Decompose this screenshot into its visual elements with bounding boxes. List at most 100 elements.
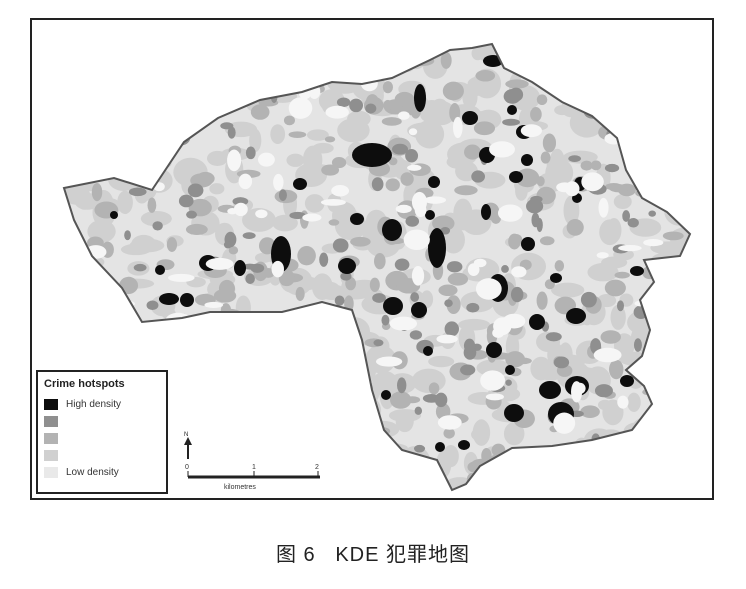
low-density-patch [270, 49, 284, 75]
medium-low-density-patch [481, 469, 498, 482]
low-density-patch [501, 48, 517, 65]
low-density-patch [278, 376, 310, 396]
high-density-hotspot [481, 204, 491, 220]
medium-density-patch [553, 84, 561, 96]
low-density-patch [117, 190, 133, 215]
no-density-gap [331, 185, 350, 197]
medium-low-density-patch [442, 81, 464, 101]
low-density-patch [351, 474, 386, 488]
medium-low-density-patch [96, 121, 111, 140]
no-density-gap [336, 395, 363, 406]
medium-density-patch [238, 355, 255, 368]
medium-low-density-patch [88, 266, 102, 277]
low-density-patch [239, 312, 265, 333]
high-density-hotspot [155, 265, 165, 275]
no-density-gap [556, 182, 574, 193]
high-density-hotspot [521, 154, 533, 166]
medium-density-patch [371, 177, 384, 192]
low-density-patch [273, 346, 299, 373]
high-density-hotspot [507, 105, 517, 115]
high-density-hotspot [352, 143, 392, 167]
low-density-patch [337, 118, 370, 143]
no-density-gap [172, 106, 201, 122]
low-density-patch [289, 359, 313, 386]
high-density-hotspot [566, 308, 586, 324]
medium-low-density-patch [356, 410, 366, 417]
medium-low-density-patch [385, 178, 400, 192]
medium-low-density-patch [185, 223, 208, 235]
medium-low-density-patch [594, 459, 606, 476]
medium-low-density-patch [328, 219, 340, 226]
low-density-patch [667, 366, 690, 391]
low-density-patch [254, 399, 278, 420]
low-density-patch [64, 292, 91, 316]
medium-low-density-patch [87, 307, 105, 317]
low-density-patch [225, 393, 258, 415]
low-density-patch [161, 108, 181, 124]
no-density-gap [480, 370, 506, 391]
low-density-patch [471, 428, 489, 442]
medium-density-patch [648, 210, 656, 217]
city-boundary [62, 42, 692, 492]
medium-density-patch [173, 129, 191, 146]
medium-low-density-patch [376, 446, 395, 460]
low-density-patch [570, 476, 601, 490]
medium-low-density-patch [388, 157, 398, 166]
medium-density-patch [133, 263, 147, 272]
high-density-hotspot [550, 273, 562, 283]
no-density-gap [553, 412, 576, 434]
medium-low-density-patch [207, 361, 221, 369]
high-density-hotspot [338, 258, 356, 274]
low-density-patch [671, 44, 687, 64]
low-density-patch [139, 44, 170, 70]
medium-low-density-patch [473, 121, 496, 136]
no-density-gap [622, 87, 644, 104]
low-density-patch [72, 105, 102, 130]
high-density-hotspot [425, 210, 435, 220]
no-density-gap [238, 173, 253, 190]
low-density-patch [551, 282, 585, 298]
medium-density-patch [594, 384, 613, 398]
low-density-patch [154, 55, 178, 75]
medium-low-density-patch [464, 144, 481, 160]
medium-density-patch [128, 93, 140, 108]
no-density-gap [437, 415, 462, 430]
low-density-patch [458, 318, 491, 331]
low-density-patch [476, 359, 511, 377]
no-density-gap [436, 334, 458, 344]
low-density-patch [169, 61, 184, 72]
low-density-patch [135, 127, 156, 140]
high-density-hotspot [486, 342, 502, 358]
medium-low-density-patch [99, 321, 122, 337]
medium-density-patch [120, 135, 133, 145]
medium-density-patch [637, 73, 649, 86]
medium-density-patch [186, 210, 198, 219]
medium-density-patch [580, 291, 597, 308]
legend-swatch [44, 399, 58, 410]
no-density-gap [411, 191, 427, 213]
medium-low-density-patch [515, 168, 540, 188]
medium-low-density-patch [286, 63, 310, 76]
medium-low-density-patch [447, 272, 469, 286]
no-density-gap [467, 263, 480, 277]
high-density-hotspot [293, 178, 307, 190]
low-density-patch [658, 348, 675, 368]
low-density-patch [178, 328, 197, 347]
medium-low-density-patch [350, 236, 371, 247]
low-density-patch [631, 417, 662, 440]
no-density-gap [255, 209, 268, 219]
scale-unit: kilometres [224, 484, 256, 491]
legend-label: Low density [66, 467, 119, 478]
no-density-gap [408, 128, 418, 136]
medium-low-density-patch [270, 70, 282, 78]
low-density-patch [659, 80, 690, 93]
low-density-patch [668, 123, 684, 134]
medium-low-density-patch [438, 284, 458, 296]
medium-density-patch [446, 261, 463, 273]
medium-density-patch [204, 374, 214, 389]
medium-low-density-patch [660, 454, 684, 474]
no-density-gap [617, 395, 629, 409]
medium-low-density-patch [317, 330, 337, 347]
low-density-patch [660, 267, 674, 286]
medium-density-patch [124, 230, 131, 241]
